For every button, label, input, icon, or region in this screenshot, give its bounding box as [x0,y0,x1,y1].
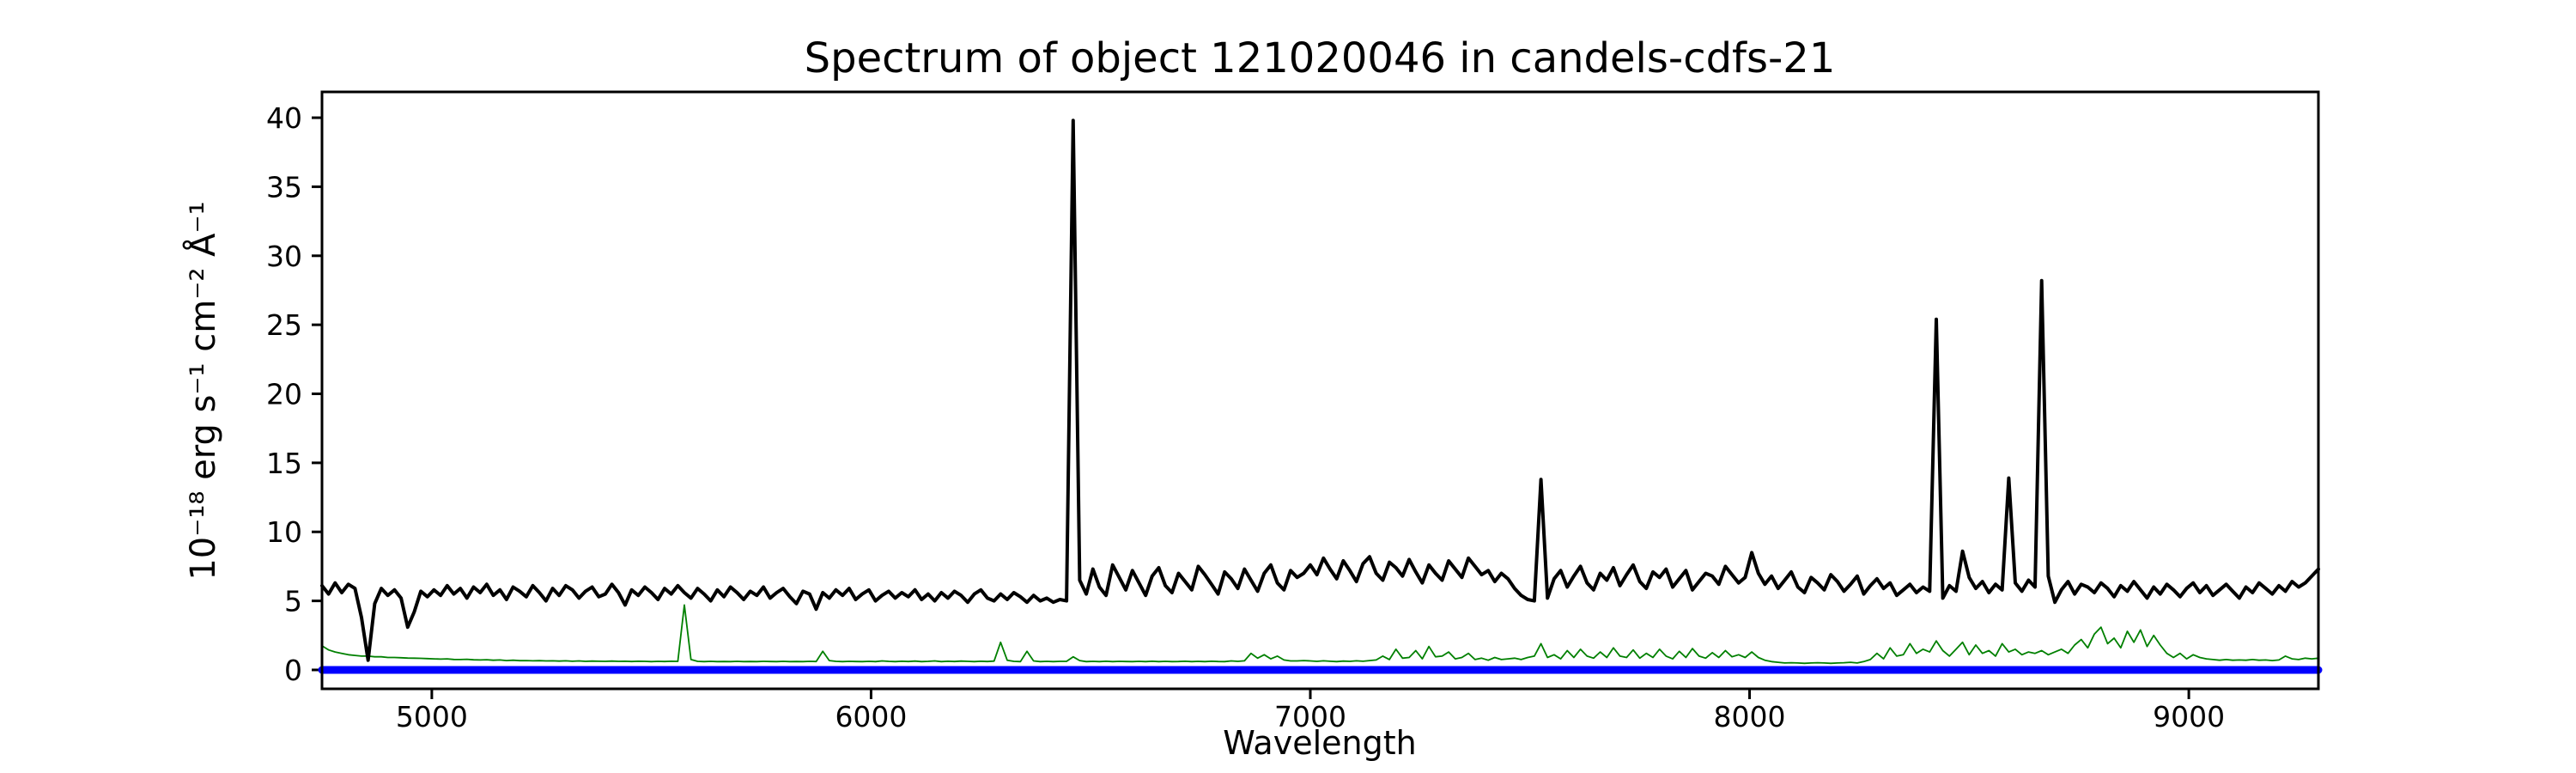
x-tick-label: 7000 [1274,700,1346,733]
x-tick-label: 6000 [835,700,907,733]
y-axis-label: 10⁻¹⁸ erg s⁻¹ cm⁻² Å⁻¹ [182,201,223,580]
y-tick-label: 0 [284,654,302,687]
y-tick-label: 15 [266,447,302,480]
axis-ticks: 5000 6000 7000 8000 9000 0 5 10 15 20 25 30 35 40 [266,101,2225,733]
y-tick-label: 35 [266,170,302,204]
x-tick-label: 9000 [2153,700,2225,733]
plot-area [318,119,2323,674]
error-spectrum-line [321,604,2319,665]
y-tick-label: 20 [266,378,302,411]
y-tick-label: 5 [284,585,302,618]
flux-spectrum-line [320,119,2320,662]
y-tick-label: 25 [266,308,302,342]
x-tick-label: 8000 [1714,700,1786,733]
y-tick-label: 10 [266,515,302,549]
x-tick-label: 5000 [396,700,468,733]
chart-title: Spectrum of object 121020046 in candels-… [805,34,1836,82]
x-axis-label: Wavelength [1223,724,1416,762]
plot-border [320,90,2320,691]
y-tick-label: 40 [266,101,302,135]
y-tick-label: 30 [266,240,302,273]
